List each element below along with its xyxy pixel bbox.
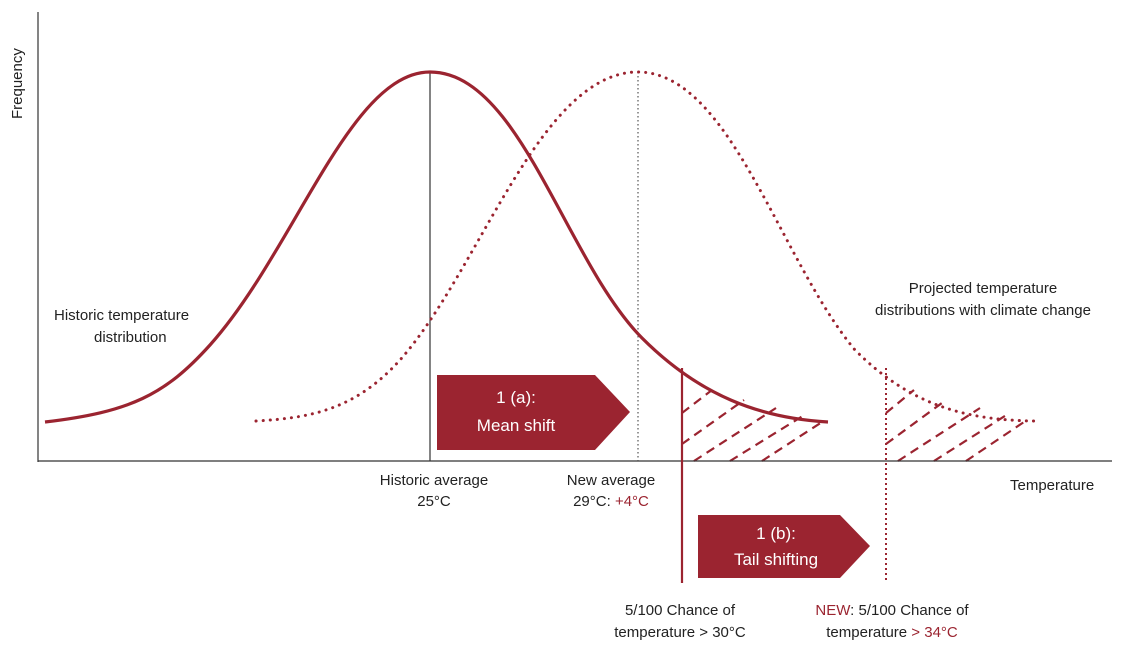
mean-shift-label-line1: 1 (a): (496, 388, 536, 407)
mean-shift-arrow: 1 (a): Mean shift (437, 375, 630, 450)
old-tail-hatch (681, 389, 823, 462)
projected-curve-label-line2: distributions with climate change (875, 302, 1091, 319)
new-average-value: 29°C: +4°C (573, 493, 649, 510)
new-threshold-temp-prefix: temperature (826, 624, 911, 641)
new-threshold-temp-value: > 34°C (911, 624, 958, 641)
new-average-delta: +4°C (615, 493, 649, 510)
tail-shifting-arrow: 1 (b): Tail shifting (698, 515, 870, 578)
historic-average-label: Historic average (380, 472, 488, 489)
historic-curve-label-line1: Historic temperature (54, 307, 189, 324)
old-threshold-label-line2: temperature > 30°C (614, 624, 746, 641)
historic-curve-label-line2: distribution (94, 329, 167, 346)
new-threshold-chance: : 5/100 Chance of (850, 602, 969, 619)
historic-average-value: 25°C (417, 493, 451, 510)
tail-shifting-label-line2: Tail shifting (734, 550, 818, 569)
tail-shifting-label-line1: 1 (b): (756, 524, 796, 543)
historic-distribution-curve (44, 70, 829, 424)
new-threshold-label-line2: temperature > 34°C (826, 624, 958, 641)
projected-distribution-curve (254, 70, 1036, 423)
mean-shift-label-line2: Mean shift (477, 416, 556, 435)
new-average-temp: 29°C: (573, 493, 615, 510)
y-axis-label: Frequency (9, 48, 26, 119)
new-threshold-new-tag: NEW (815, 602, 851, 619)
new-threshold-label-line1: NEW: 5/100 Chance of (815, 602, 969, 619)
new-tail-hatch (885, 389, 1025, 462)
projected-curve-label-line1: Projected temperature (909, 280, 1057, 297)
old-threshold-label-line1: 5/100 Chance of (625, 602, 736, 619)
new-average-label: New average (567, 472, 655, 489)
x-axis-label: Temperature (1010, 477, 1094, 494)
